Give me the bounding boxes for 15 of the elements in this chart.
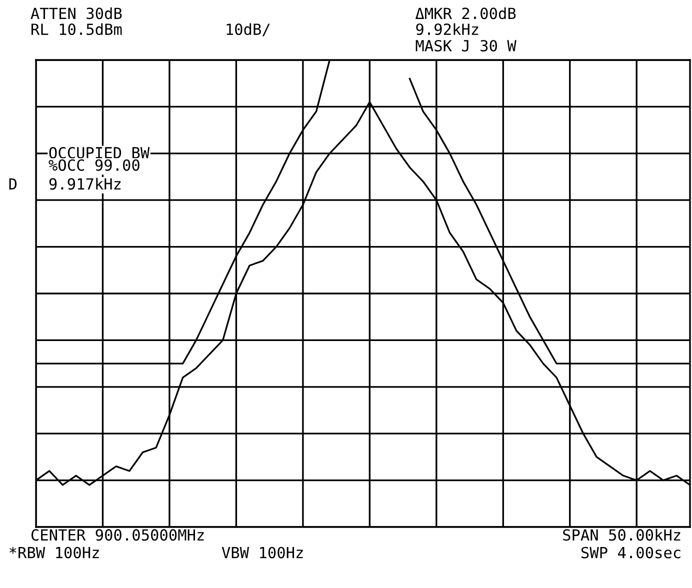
- text: *RBW 100Hz: [10, 546, 99, 558]
- text: RL 10.5dBm: [32, 23, 122, 36]
- text: ΔMKR 2.00dB: [415, 7, 516, 20]
- annotation: OCCUPIED BW: [49, 146, 150, 159]
- text: SPAN 50.00kHz: [563, 528, 680, 541]
- text: CENTER 900.05000MHz: [31, 529, 204, 541]
- text: VBW 100Hz: [222, 546, 303, 558]
- text: 9.92kHz: [416, 23, 478, 36]
- text: 10dB/: [226, 23, 270, 36]
- text: MASK J 30 W: [416, 40, 516, 52]
- text: SWP 4.00sec: [581, 546, 680, 558]
- annotation: 9.917kHz: [49, 178, 121, 190]
- text: D: [9, 178, 17, 190]
- text: ATTEN 30dB: [30, 7, 122, 20]
- annotation: %OCC 99.00: [48, 159, 140, 171]
